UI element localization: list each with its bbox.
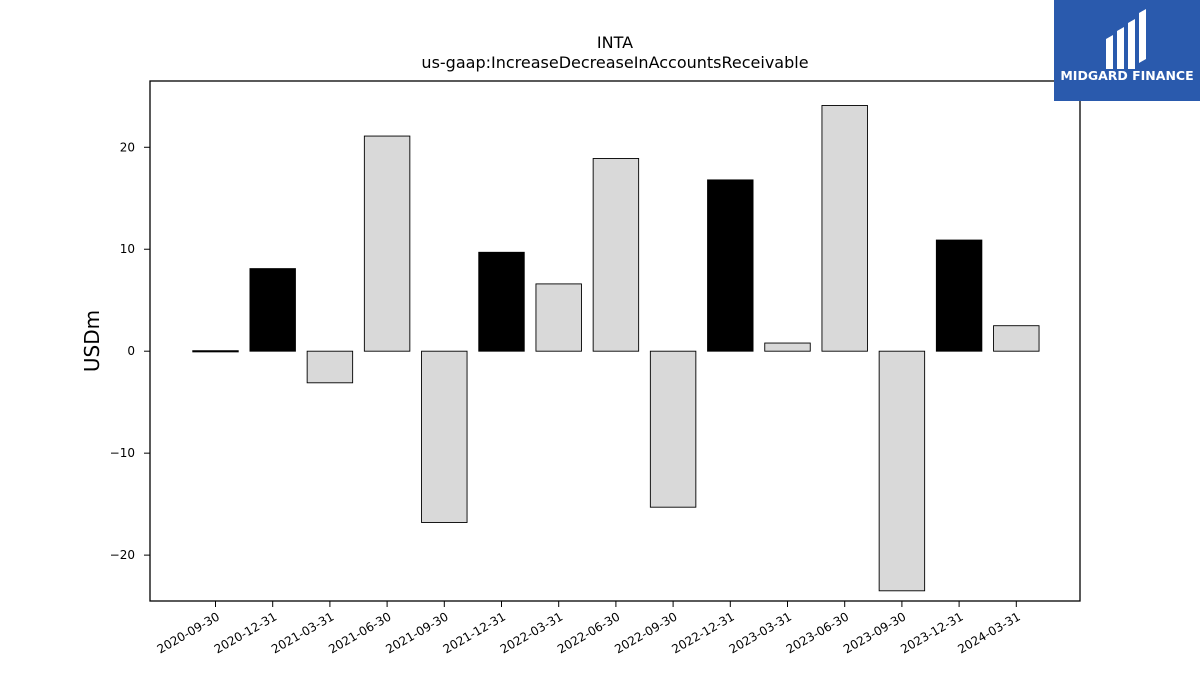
chart-title: INTA — [597, 33, 633, 52]
bar-2021-06-30 — [363, 135, 411, 352]
chart-subtitle: us-gaap:IncreaseDecreaseInAccountsReceiv… — [421, 53, 808, 72]
bar-2021-09-30 — [421, 350, 468, 523]
y-tick-label: 20 — [120, 140, 135, 154]
logo-text: MIDGARD FINANCE — [1060, 68, 1194, 83]
x-tick-label: 2024-03-31 — [955, 609, 1022, 656]
y-tick-label: −20 — [110, 548, 135, 562]
bar-2022-12-31 — [707, 179, 754, 352]
x-tick-label: 2020-09-30 — [155, 609, 222, 656]
bar-2021-12-31 — [478, 251, 525, 352]
bar-2023-12-31 — [935, 239, 983, 352]
bar-2024-03-31 — [993, 325, 1040, 352]
y-axis-label: USDm — [80, 310, 104, 372]
x-tick-label: 2023-06-30 — [784, 609, 851, 656]
x-tick-label: 2020-12-31 — [212, 609, 279, 656]
x-tick-label: 2022-06-30 — [555, 609, 622, 656]
bar-2020-09-30 — [192, 350, 239, 353]
y-tick-label: 0 — [127, 344, 135, 358]
bar-2022-06-30 — [592, 158, 640, 352]
x-tick-label: 2023-12-31 — [898, 609, 965, 656]
bar-2023-09-30 — [878, 350, 926, 592]
midgard-finance-logo: MIDGARD FINANCE — [1054, 0, 1200, 101]
x-tick-label: 2022-03-31 — [498, 609, 565, 656]
y-tick-label: 10 — [120, 242, 135, 256]
bar-2023-03-31 — [764, 342, 811, 352]
x-tick-label: 2023-03-31 — [727, 609, 794, 656]
x-tick-label: 2023-09-30 — [841, 609, 908, 656]
x-tick-label: 2021-09-30 — [383, 609, 450, 656]
x-tick-label: 2022-09-30 — [612, 609, 679, 656]
midgard-logo-icon — [1106, 9, 1146, 69]
bar-2022-03-31 — [535, 283, 582, 352]
x-tick-label: 2022-12-31 — [669, 609, 736, 656]
y-ticks-group: −20 −10 0 10 20 — [110, 140, 150, 562]
bar-2023-06-30 — [821, 105, 868, 352]
bars-group — [192, 105, 1040, 592]
x-tick-label: 2021-06-30 — [326, 609, 393, 656]
bar-2020-12-31 — [249, 268, 296, 352]
y-tick-label: −10 — [110, 446, 135, 460]
bar-2021-03-31 — [306, 350, 354, 384]
plot-area-frame — [149, 80, 1081, 602]
bar-2022-09-30 — [649, 350, 697, 508]
x-ticks-group: 2020-09-302020-12-312021-03-312021-06-30… — [155, 601, 1023, 656]
x-tick-label: 2021-12-31 — [441, 609, 508, 656]
x-tick-label: 2021-03-31 — [269, 609, 336, 656]
